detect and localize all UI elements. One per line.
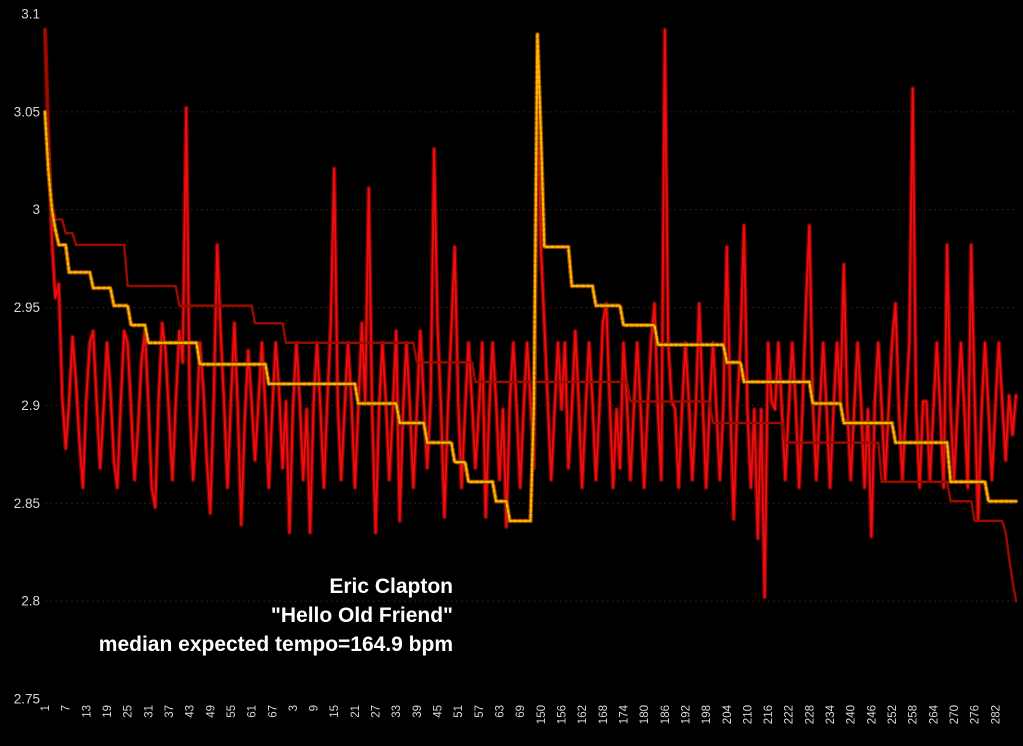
x-axis-label: 15 — [329, 705, 341, 718]
x-axis-label: 39 — [412, 705, 424, 718]
x-axis-label: 216 — [763, 705, 775, 724]
x-axis-label: 7 — [61, 705, 73, 711]
series-expected-tempo — [43, 28, 1018, 603]
x-axis-label: 270 — [949, 705, 961, 724]
annotation-artist: Eric Clapton — [329, 575, 453, 598]
x-axis-label: 276 — [970, 705, 982, 724]
x-axis-label: 1 — [40, 705, 52, 711]
x-axis-label: 186 — [660, 705, 672, 724]
x-axis-label: 258 — [908, 705, 920, 724]
y-axis-label: 3 — [32, 202, 40, 217]
x-axis-label: 31 — [143, 705, 155, 718]
x-axis-label: 69 — [515, 705, 527, 718]
y-axis-label: 2.95 — [14, 300, 40, 315]
x-axis-label: 61 — [247, 705, 259, 718]
y-axis-label: 2.8 — [21, 594, 40, 609]
x-axis-label: 156 — [557, 705, 569, 724]
x-axis-label: 43 — [185, 705, 197, 718]
x-axis-label: 246 — [866, 705, 878, 724]
x-axis-label: 180 — [639, 705, 651, 724]
x-axis-label: 174 — [619, 704, 631, 724]
x-axis-label: 204 — [722, 704, 734, 724]
y-axis-label: 2.75 — [14, 692, 40, 707]
series-beat-tempo — [44, 28, 1017, 599]
y-axis-label: 3.1 — [21, 7, 40, 22]
x-axis-label: 150 — [536, 705, 548, 724]
x-axis-label: 222 — [784, 705, 796, 724]
x-axis-label: 51 — [453, 705, 465, 718]
x-axis-label: 252 — [887, 705, 899, 724]
x-axis-label: 198 — [701, 705, 713, 724]
x-axis-label: 33 — [391, 705, 403, 718]
x-axis-label: 25 — [123, 705, 135, 718]
x-axis-label: 63 — [495, 705, 507, 718]
x-axis-label: 19 — [102, 705, 114, 718]
x-axis-label: 192 — [680, 705, 692, 724]
x-axis-label: 55 — [226, 705, 238, 718]
annotation-song-title: "Hello Old Friend" — [270, 604, 453, 627]
x-axis-label: 57 — [474, 705, 486, 718]
x-axis-label: 37 — [164, 705, 176, 718]
x-axis-label: 264 — [928, 704, 940, 724]
y-axis-label: 3.05 — [14, 104, 40, 119]
x-axis-label: 49 — [205, 705, 217, 718]
x-axis-label: 228 — [804, 705, 816, 724]
chart-annotation: Eric Clapton "Hello Old Friend" median e… — [0, 572, 453, 659]
x-axis-label: 240 — [846, 705, 858, 724]
x-axis-label: 234 — [825, 704, 837, 724]
x-axis-label: 21 — [350, 705, 362, 718]
x-axis-label: 67 — [267, 705, 279, 718]
x-axis-label: 9 — [309, 705, 321, 711]
x-axis-label: 168 — [598, 705, 610, 724]
x-axis-label: 3 — [288, 705, 300, 711]
y-axis-label: 2.9 — [21, 398, 40, 413]
x-axis-label: 282 — [990, 705, 1002, 724]
series-running-median — [43, 32, 1018, 523]
annotation-tempo-caption: median expected tempo=164.9 bpm — [98, 633, 453, 656]
x-axis-label: 27 — [371, 705, 383, 718]
x-axis-label: 45 — [433, 705, 445, 718]
x-axis-label: 13 — [81, 705, 93, 718]
x-axis-label: 210 — [742, 705, 754, 724]
y-axis-label: 2.85 — [14, 496, 40, 511]
x-axis-label: 162 — [577, 705, 589, 724]
